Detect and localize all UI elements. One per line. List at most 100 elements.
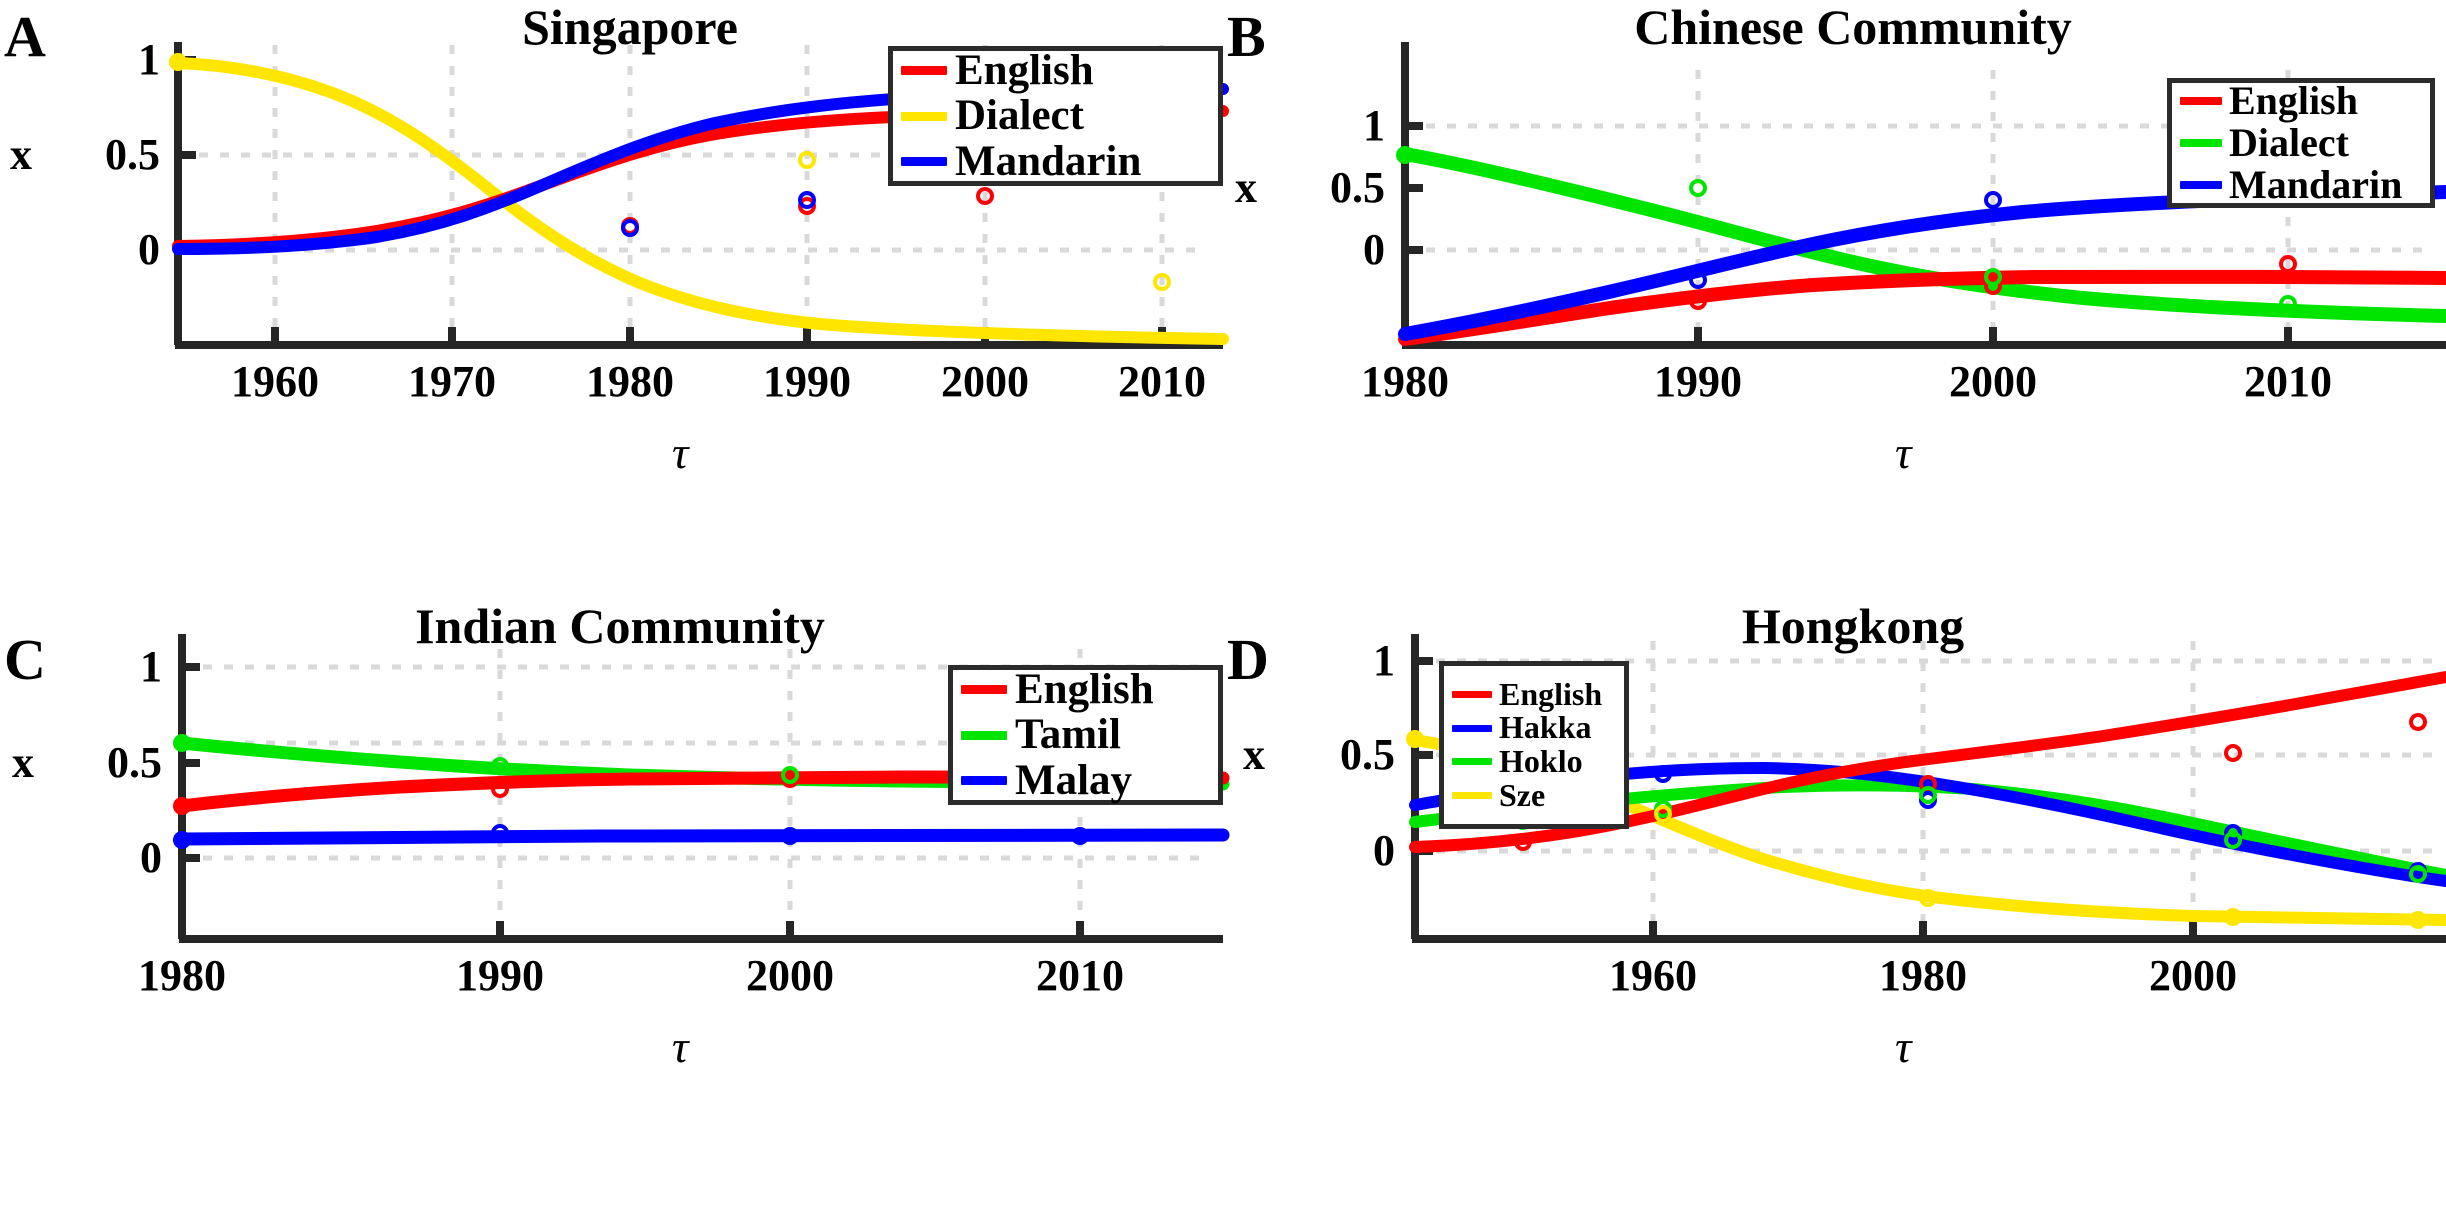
panel-c-ytick-2: 1 bbox=[140, 642, 162, 691]
panel-d-letter: D bbox=[1227, 627, 1269, 692]
legend-swatch-dialect bbox=[2180, 139, 2222, 147]
legend-label-hakka: Hakka bbox=[1499, 709, 1592, 746]
panel-c-title: Indian Community bbox=[415, 598, 825, 654]
panel-d: D Hongkong bbox=[1223, 601, 2446, 1218]
legend-swatch-mandarin bbox=[2180, 181, 2222, 189]
panel-c: C Indian Community bbox=[0, 601, 1230, 1218]
panel-a-legend[interactable]: English Dialect Mandarin bbox=[888, 46, 1223, 186]
panel-a-xtick-2010: 2010 bbox=[1118, 357, 1206, 406]
legend-item-dialect[interactable]: Dialect bbox=[2180, 122, 2420, 164]
panel-b-letter: B bbox=[1227, 4, 1266, 69]
legend-label-sze: Sze bbox=[1499, 776, 1546, 813]
legend-swatch-mandarin bbox=[901, 156, 947, 166]
panel-b-ylabel: x bbox=[1235, 163, 1257, 212]
legend-swatch-english bbox=[961, 685, 1007, 695]
legend-swatch-hoklo bbox=[1452, 758, 1492, 766]
legend-item-malay[interactable]: Malay bbox=[961, 756, 1208, 804]
legend-item-hakka[interactable]: Hakka bbox=[1452, 711, 1614, 745]
curve-dialect bbox=[172, 57, 1229, 345]
panel-b-xtick-1980: 1980 bbox=[1361, 357, 1449, 406]
panel-b-xtick-2010: 2010 bbox=[2244, 357, 2332, 406]
legend-label-dialect: Dialect bbox=[955, 92, 1084, 140]
curve-malay bbox=[175, 828, 1230, 846]
legend-swatch-hakka bbox=[1452, 724, 1492, 732]
panel-b-ytick-2: 1 bbox=[1363, 101, 1385, 150]
panel-b-xtick-1990: 1990 bbox=[1654, 357, 1742, 406]
panel-b-ytick-0: 0 bbox=[1363, 225, 1385, 274]
panel-b-legend[interactable]: English Dialect Mandarin bbox=[2167, 78, 2435, 208]
legend-label-tamil: Tamil bbox=[1015, 711, 1121, 759]
legend-swatch-english bbox=[2180, 97, 2222, 105]
legend-item-english[interactable]: English bbox=[2180, 80, 2420, 122]
panel-d-xlabel: τ bbox=[1895, 1021, 1912, 1072]
panel-b-xlabel: τ bbox=[1895, 427, 1912, 478]
legend-label-hoklo: Hoklo bbox=[1499, 743, 1583, 779]
panel-c-ytick-1: 0.5 bbox=[107, 738, 162, 787]
data-markers bbox=[1406, 713, 2427, 929]
legend-item-hoklo[interactable]: Hoklo bbox=[1452, 743, 1614, 779]
legend-swatch-sze bbox=[1452, 791, 1492, 799]
legend-label-malay: Malay bbox=[1015, 756, 1133, 804]
panel-d-axes bbox=[1406, 634, 2446, 943]
legend-swatch-malay bbox=[961, 775, 1007, 785]
panel-d-title: Hongkong bbox=[1741, 598, 1965, 654]
x-ticks bbox=[1649, 921, 2197, 939]
panel-d-ylabel: x bbox=[1243, 730, 1265, 779]
panel-a-xtick-2000: 2000 bbox=[941, 357, 1029, 406]
legend-item-english[interactable]: English bbox=[1452, 675, 1614, 712]
curve-dialect bbox=[1398, 147, 2446, 323]
panel-d-ytick-2: 1 bbox=[1373, 636, 1395, 685]
legend-swatch-dialect bbox=[901, 111, 947, 121]
panel-d-xtick-2000: 2000 bbox=[2149, 951, 2237, 1000]
legend-swatch-tamil bbox=[961, 730, 1007, 740]
legend-label-english: English bbox=[1499, 675, 1603, 712]
legend-swatch-english bbox=[1452, 691, 1492, 699]
panel-a-title: Singapore bbox=[522, 0, 738, 55]
panel-c-letter: C bbox=[4, 627, 46, 692]
panel-c-ytick-0: 0 bbox=[140, 833, 162, 882]
legend-item-dialect[interactable]: Dialect bbox=[901, 92, 1208, 140]
x-ticks bbox=[178, 921, 1084, 939]
panel-a-ytick-1: 0.5 bbox=[105, 130, 160, 179]
panel-a-ytick-0: 0 bbox=[138, 225, 160, 274]
panel-c-xtick-1980: 1980 bbox=[138, 951, 226, 1000]
legend-item-english[interactable]: English bbox=[901, 48, 1208, 93]
panel-a-xtick-1970: 1970 bbox=[408, 357, 496, 406]
legend-label-english: English bbox=[955, 47, 1094, 95]
panel-d-xtick-1960: 1960 bbox=[1609, 951, 1697, 1000]
curve-english bbox=[1398, 269, 2446, 346]
legend-label-english: English bbox=[1015, 666, 1154, 714]
panel-c-xtick-2000: 2000 bbox=[746, 951, 834, 1000]
panel-c-xlabel: τ bbox=[672, 1021, 689, 1072]
panel-d-ytick-1: 0.5 bbox=[1340, 730, 1395, 779]
legend-swatch-english bbox=[901, 66, 947, 76]
panel-c-xtick-2010: 2010 bbox=[1036, 951, 1124, 1000]
panel-a-ylabel: x bbox=[10, 130, 32, 179]
panel-a: A Singapore bbox=[0, 0, 1229, 609]
panel-c-legend[interactable]: English Tamil Malay bbox=[948, 665, 1223, 805]
axis-spines bbox=[174, 42, 1223, 349]
legend-item-english[interactable]: English bbox=[961, 667, 1208, 712]
panel-d-legend[interactable]: English Hakka Hoklo Sze bbox=[1439, 661, 1629, 829]
legend-label-dialect: Dialect bbox=[2229, 120, 2349, 165]
legend-label-mandarin: Mandarin bbox=[955, 137, 1142, 185]
panel-b-title: Chinese Community bbox=[1634, 0, 2072, 55]
legend-label-english: English bbox=[2229, 78, 2358, 123]
legend-item-mandarin[interactable]: Mandarin bbox=[901, 137, 1208, 185]
panel-c-ylabel: x bbox=[12, 738, 34, 787]
legend-item-tamil[interactable]: Tamil bbox=[961, 711, 1208, 759]
axis-spines bbox=[1401, 42, 2446, 349]
panel-b-xtick-2000: 2000 bbox=[1949, 357, 2037, 406]
legend-label-mandarin: Mandarin bbox=[2229, 162, 2403, 207]
panel-a-letter: A bbox=[4, 4, 46, 69]
panel-a-xtick-1960: 1960 bbox=[231, 357, 319, 406]
axis-spines bbox=[178, 634, 1223, 943]
legend-item-mandarin[interactable]: Mandarin bbox=[2180, 164, 2420, 206]
panel-a-xtick-1980: 1980 bbox=[586, 357, 674, 406]
panel-b: B Chinese Community bbox=[1223, 0, 2446, 609]
axis-spines bbox=[1411, 634, 2446, 943]
y-ticks bbox=[182, 663, 200, 862]
panel-a-xtick-1990: 1990 bbox=[763, 357, 851, 406]
legend-item-sze[interactable]: Sze bbox=[1452, 776, 1614, 813]
